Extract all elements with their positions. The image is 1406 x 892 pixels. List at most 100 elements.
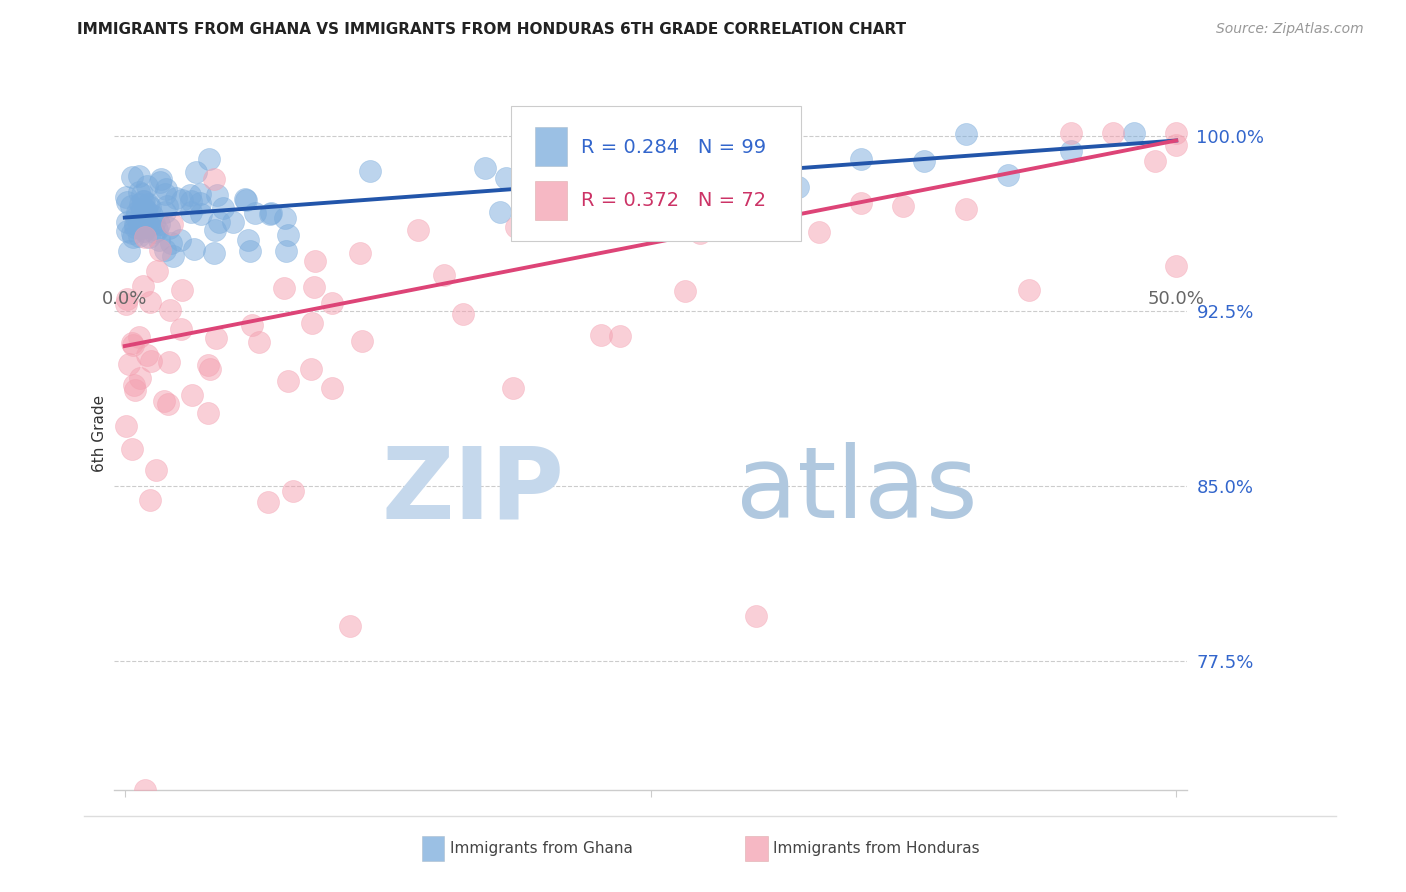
Point	[159, 302, 181, 317]
Point	[155, 186, 177, 201]
Point	[247, 335, 270, 350]
Point	[135, 178, 157, 193]
Point	[136, 217, 159, 231]
Point	[117, 215, 139, 229]
Point	[641, 145, 664, 160]
Point	[135, 219, 157, 234]
Point	[122, 338, 145, 352]
Point	[202, 246, 225, 260]
Point	[135, 348, 157, 362]
Point	[321, 381, 343, 395]
Point	[609, 329, 631, 343]
Point	[157, 220, 180, 235]
Point	[124, 210, 146, 224]
Point	[180, 205, 202, 219]
Point	[474, 161, 496, 176]
Point	[222, 215, 245, 229]
Point	[321, 296, 343, 310]
Point	[207, 187, 229, 202]
Point	[134, 782, 156, 797]
Point	[142, 225, 165, 239]
Point	[955, 202, 977, 216]
Point	[495, 171, 517, 186]
Point	[593, 161, 616, 176]
Point	[489, 204, 512, 219]
Point	[149, 175, 172, 189]
Point	[1166, 127, 1188, 141]
Point	[170, 283, 193, 297]
Point	[114, 190, 136, 204]
Point	[955, 127, 977, 141]
Point	[650, 128, 672, 142]
Point	[146, 264, 169, 278]
Point	[125, 205, 148, 219]
Point	[1144, 154, 1167, 169]
Point	[132, 224, 155, 238]
Point	[179, 188, 201, 202]
Text: R = 0.372   N = 72: R = 0.372 N = 72	[581, 191, 766, 211]
Point	[139, 200, 162, 214]
Point	[131, 211, 153, 226]
Point	[190, 195, 212, 210]
Point	[117, 292, 139, 306]
Bar	[534, 128, 567, 167]
Bar	[534, 181, 567, 220]
Text: ZIP: ZIP	[382, 442, 565, 539]
Point	[997, 168, 1019, 182]
Point	[352, 334, 374, 349]
Point	[165, 191, 187, 205]
Point	[349, 246, 371, 260]
Point	[1102, 127, 1125, 141]
Point	[124, 217, 146, 231]
Point	[129, 196, 152, 211]
Point	[148, 217, 170, 231]
Point	[138, 230, 160, 244]
Point	[659, 183, 682, 197]
Point	[1166, 259, 1188, 273]
Point	[274, 211, 297, 225]
Point	[849, 195, 872, 210]
Point	[183, 242, 205, 256]
Point	[115, 224, 138, 238]
Point	[152, 394, 174, 409]
Point	[124, 383, 146, 397]
Point	[115, 418, 138, 433]
Point	[149, 172, 172, 186]
Point	[141, 208, 163, 222]
Point	[502, 381, 524, 395]
Point	[260, 206, 283, 220]
Point	[155, 182, 177, 196]
Point	[689, 226, 711, 240]
Point	[139, 493, 162, 508]
Point	[912, 154, 935, 169]
Point	[162, 249, 184, 263]
Point	[1123, 127, 1146, 141]
Point	[153, 244, 176, 258]
Point	[132, 194, 155, 208]
Point	[433, 268, 456, 282]
Point	[131, 202, 153, 217]
Text: Immigrants from Ghana: Immigrants from Ghana	[450, 841, 633, 855]
Point	[849, 152, 872, 166]
Point	[198, 152, 221, 166]
Point	[204, 223, 226, 237]
Point	[692, 185, 714, 199]
Point	[190, 207, 212, 221]
Point	[121, 336, 143, 351]
Point	[304, 254, 326, 268]
Point	[186, 165, 208, 179]
Point	[523, 215, 546, 229]
Point	[172, 193, 194, 207]
Point	[149, 244, 172, 258]
Point	[235, 193, 257, 207]
Point	[744, 609, 766, 624]
Point	[145, 463, 167, 477]
Point	[136, 197, 159, 211]
Point	[273, 280, 295, 294]
Point	[205, 331, 228, 345]
Point	[197, 358, 219, 372]
Point	[1018, 283, 1040, 297]
Point	[156, 199, 179, 213]
Point	[198, 362, 221, 376]
Point	[180, 194, 202, 208]
